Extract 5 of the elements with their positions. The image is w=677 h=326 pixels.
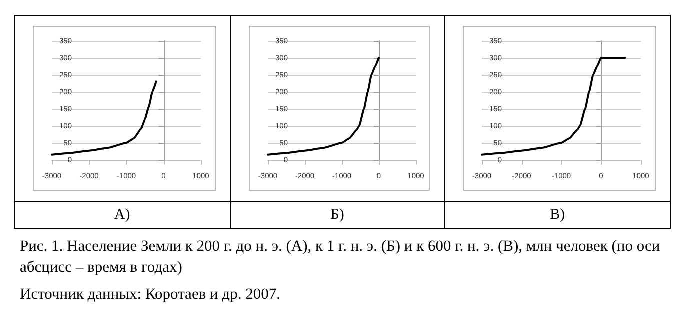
text: Рис. 1. Население Земли к 200 г. до н. э. (А), к 1 г. н. э. (Б) и к 600 г. н. э. (В), млн человек (по оси абсцисс – время в годах): [20, 237, 662, 278]
text: В): [549, 206, 566, 225]
text: А): [113, 206, 132, 225]
text: Б): [330, 206, 346, 225]
text: Источник данных: Коротаев и др. 2007.: [20, 285, 282, 305]
